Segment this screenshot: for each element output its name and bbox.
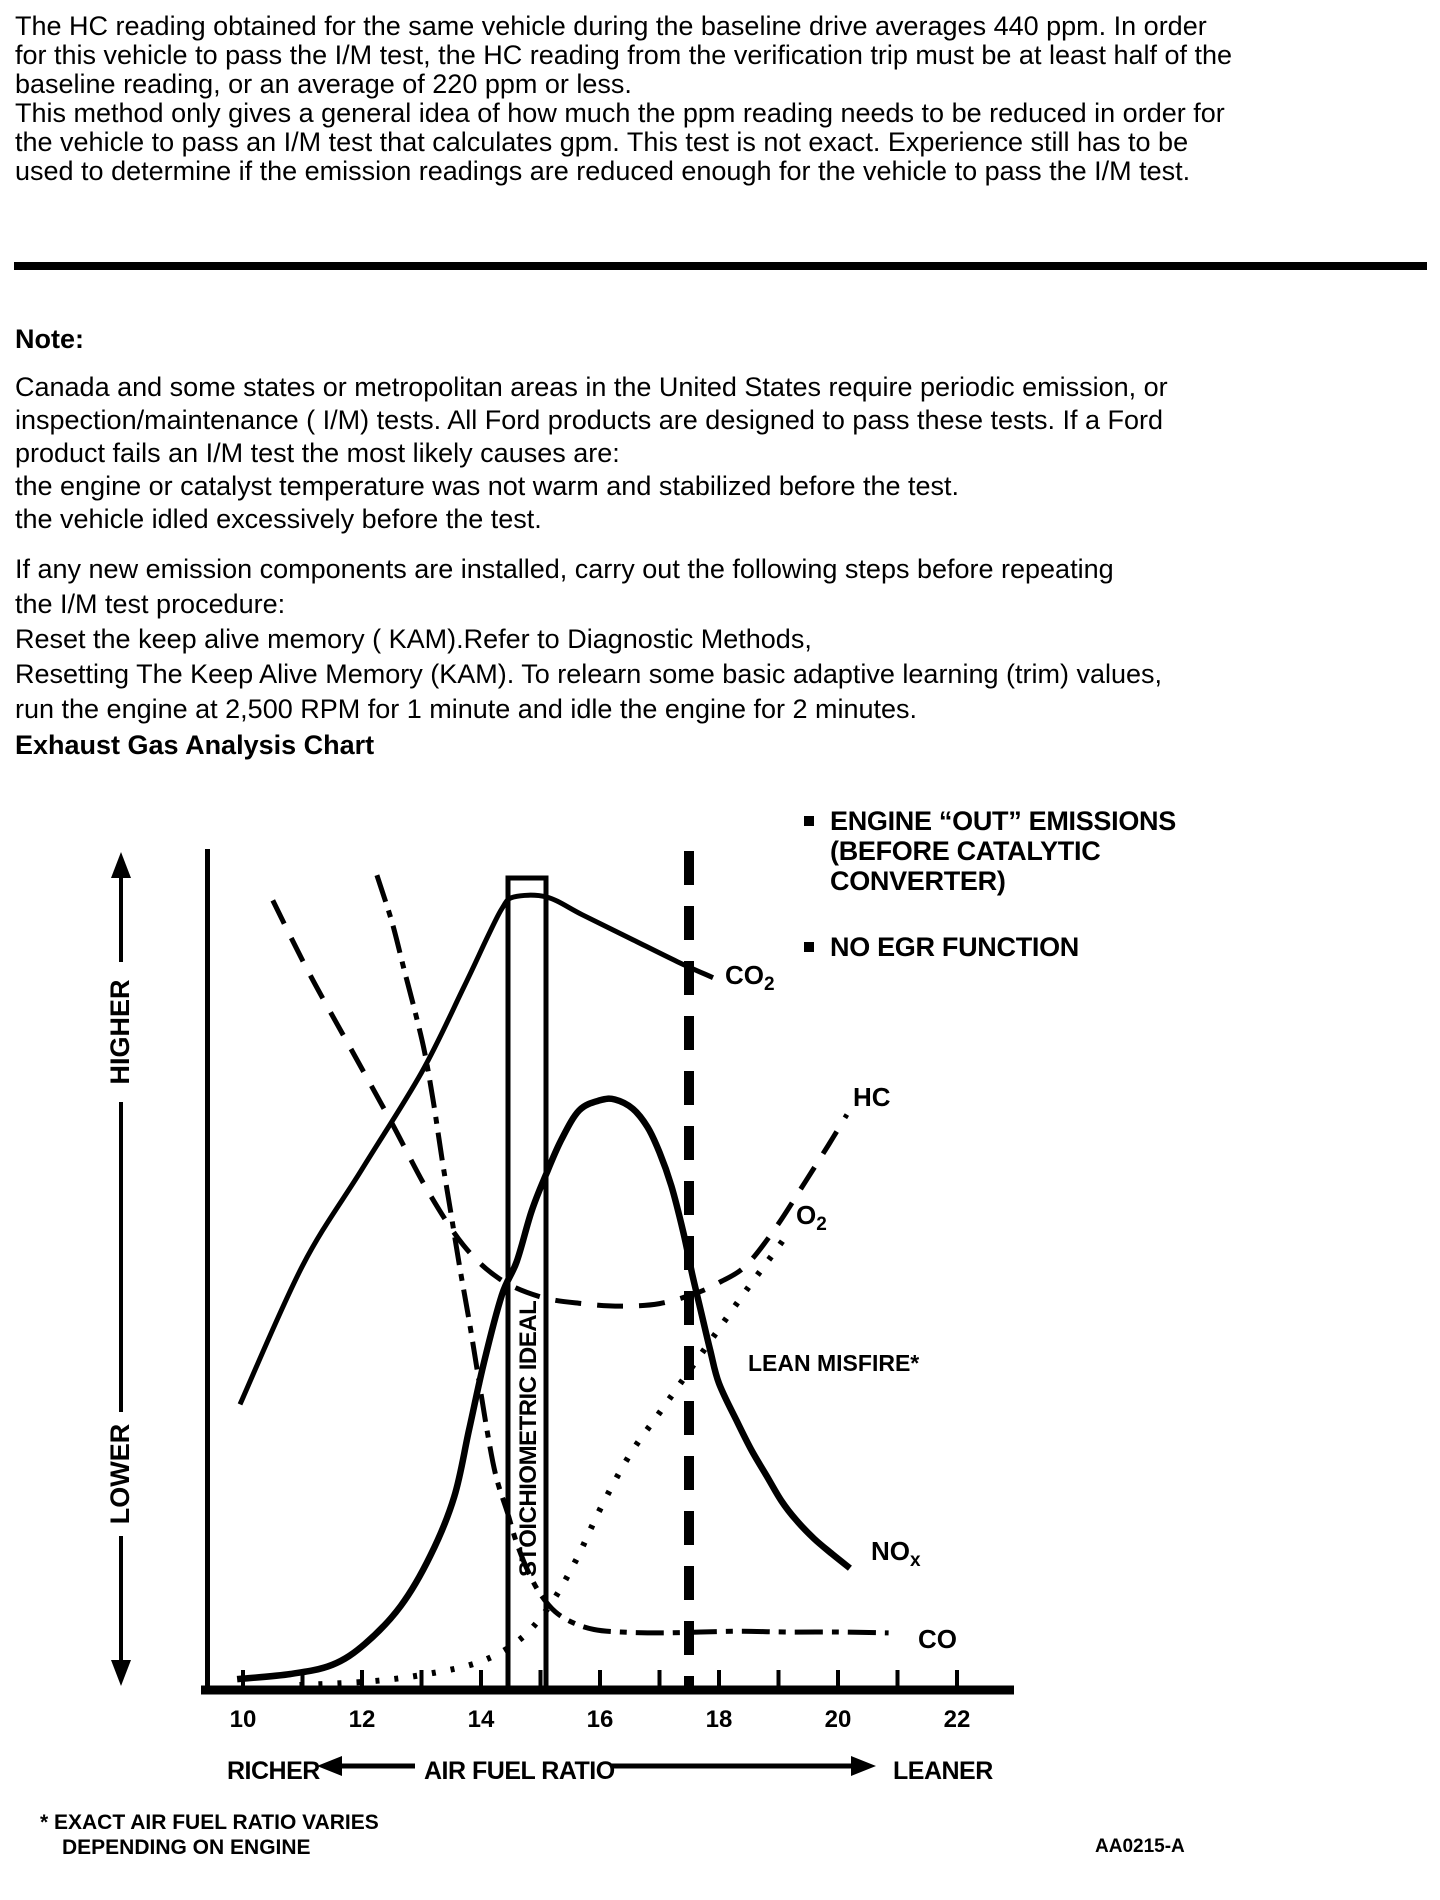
- x-axis-title: AIR FUEL RATIO: [424, 1757, 615, 1785]
- label-mask: [105, 1412, 137, 1536]
- legend-label: NO EGR FUNCTION: [830, 932, 1079, 962]
- legend-label: ENGINE “OUT” EMISSIONS (BEFORE CATALYTIC…: [830, 806, 1176, 896]
- arrow-down-icon: [111, 1660, 131, 1686]
- label-mask: [105, 962, 137, 1102]
- arrow-up-icon: [111, 852, 131, 878]
- leaner-label: LEANER: [893, 1757, 993, 1785]
- stoichiometric-label: STOICHIOMETRIC IDEAL: [515, 1301, 542, 1577]
- x-tick-label: 22: [944, 1706, 971, 1733]
- nox-curve: [236, 1095, 852, 1683]
- hc-label: HC: [853, 1082, 891, 1112]
- legend-item-no-egr: NO EGR FUNCTION: [804, 932, 1244, 962]
- x-tick-label: 18: [706, 1706, 733, 1733]
- co2-label: CO2: [725, 960, 775, 995]
- co2-curve: [237, 892, 715, 1406]
- lean-misfire-label: LEAN MISFIRE*: [748, 1350, 919, 1376]
- o2-curve: [299, 1227, 793, 1688]
- series-curves: [236, 874, 889, 1688]
- higher-label-group: HIGHER: [105, 962, 137, 1102]
- im-steps-paragraph: If any new emission components are insta…: [15, 554, 1162, 724]
- leaner-arrow-head-icon: [851, 1756, 876, 1776]
- chart-legend: ENGINE “OUT” EMISSIONS (BEFORE CATALYTIC…: [804, 806, 1244, 962]
- note-paragraph: Canada and some states or metropolitan a…: [15, 372, 1168, 534]
- series-labels: CO2 HC O2 NOx CO: [725, 960, 957, 1654]
- richer-label: RICHER: [227, 1757, 320, 1785]
- nox-label: NOx: [871, 1536, 921, 1571]
- chart-footnote: * EXACT AIR FUEL RATIO VARIES DEPENDING …: [40, 1811, 379, 1859]
- x-axis-ticks: 10 12 14 16 18 20 22: [230, 1670, 971, 1733]
- higher-label: HIGHER: [105, 979, 135, 1084]
- lower-label: LOWER: [105, 1424, 135, 1525]
- note-heading: Note:: [15, 324, 84, 354]
- intro-paragraph: The HC reading obtained for the same veh…: [15, 11, 1233, 186]
- x-tick-label: 16: [587, 1706, 614, 1733]
- lower-label-group: LOWER: [105, 1412, 137, 1536]
- stoichiometric-label-group: STOICHIOMETRIC IDEAL: [515, 1301, 542, 1577]
- section-divider: [14, 262, 1427, 270]
- x-tick-label: 10: [230, 1706, 257, 1733]
- x-tick-label: 20: [825, 1706, 852, 1733]
- square-bullet-icon: [804, 816, 814, 826]
- richer-arrow-head-icon: [317, 1756, 342, 1776]
- figure-code: AA0215-A: [1095, 1836, 1185, 1857]
- x-tick-label: 14: [468, 1706, 495, 1733]
- co-label: CO: [918, 1624, 957, 1654]
- x-tick-label: 12: [349, 1706, 376, 1733]
- o2-label: O2: [796, 1200, 827, 1235]
- chart-heading: Exhaust Gas Analysis Chart: [15, 730, 375, 760]
- legend-item-engine-out-emissions: ENGINE “OUT” EMISSIONS (BEFORE CATALYTIC…: [804, 806, 1244, 896]
- co-curve: [374, 874, 889, 1636]
- square-bullet-icon: [804, 942, 814, 952]
- hc-curve: [270, 899, 850, 1309]
